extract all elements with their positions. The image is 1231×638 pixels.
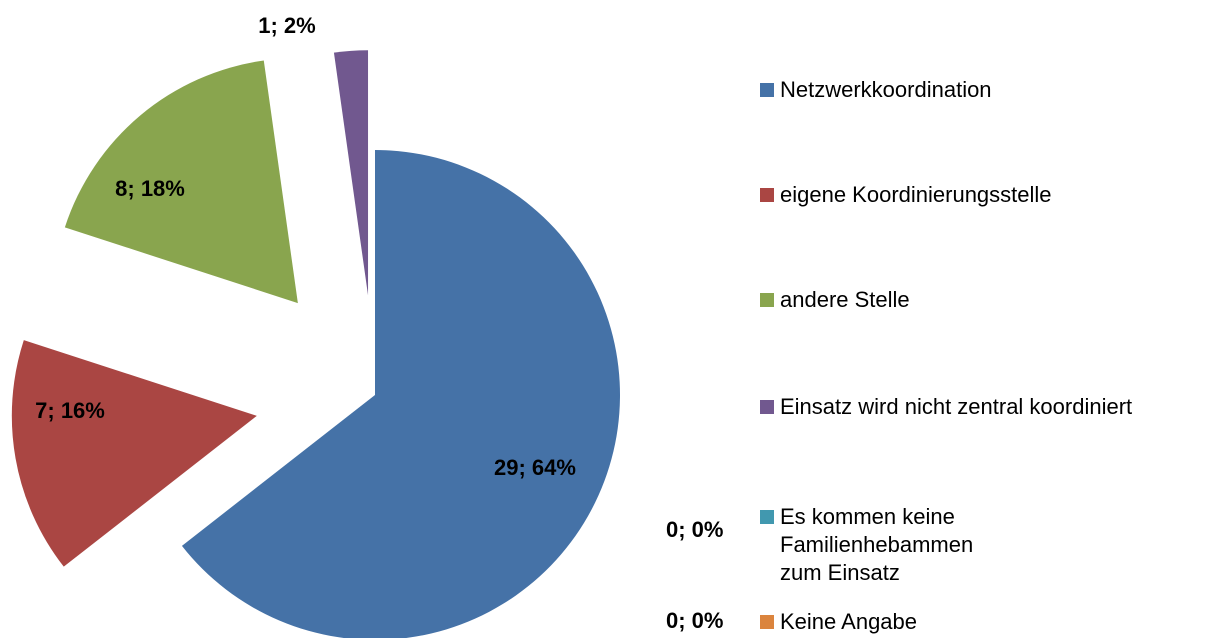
legend-swatch (760, 510, 774, 524)
legend-swatch (760, 188, 774, 202)
legend-item: Es kommen keine Familienhebammen zum Ein… (760, 503, 1020, 587)
data-label: 1; 2% (258, 13, 315, 38)
legend-label: andere Stelle (780, 287, 910, 312)
data-label: 0; 0% (666, 517, 724, 542)
data-label: 0; 0% (666, 608, 724, 633)
legend-item: Keine Angabe (760, 608, 917, 636)
pie-slice (64, 60, 298, 304)
legend-swatch (760, 293, 774, 307)
pie-slice (333, 50, 369, 296)
legend-swatch (760, 83, 774, 97)
legend-label: Netzwerkkoordination (780, 77, 992, 102)
legend-item: Netzwerkkoordination (760, 76, 992, 104)
data-label: 8; 18% (115, 176, 185, 201)
legend-swatch (760, 400, 774, 414)
pie-slice (181, 150, 620, 638)
data-label: 29; 64% (494, 455, 576, 480)
legend-item: Einsatz wird nicht zentral koordiniert (760, 393, 1132, 421)
data-label: 7; 16% (35, 398, 105, 423)
legend-label: Es kommen keine Familienhebammen zum Ein… (780, 504, 974, 585)
legend-label: Keine Angabe (780, 609, 918, 634)
legend-label: eigene Koordinierungsstelle (780, 182, 1052, 207)
legend-item: eigene Koordinierungsstelle (760, 181, 1052, 209)
legend-label: Einsatz wird nicht zentral koordiniert (780, 394, 1133, 419)
legend-item: andere Stelle (760, 286, 910, 314)
pie-slice (11, 340, 257, 567)
legend-swatch (760, 615, 774, 629)
